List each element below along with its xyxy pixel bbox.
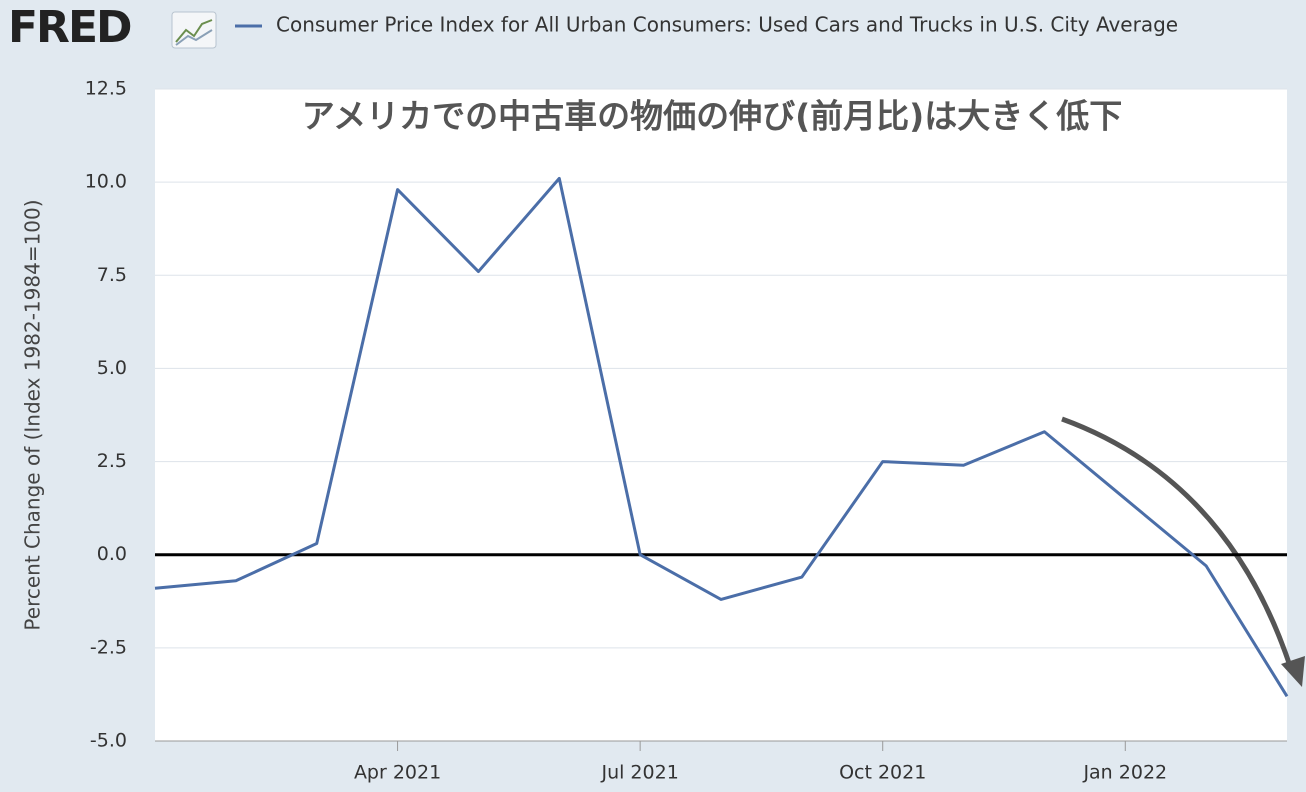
chart-title: アメリカでの中古車の物価の伸び(前月比)は大きく低下 (302, 97, 1123, 136)
legend-label: Consumer Price Index for All Urban Consu… (276, 13, 1178, 37)
arrow-head (1281, 656, 1305, 687)
y-tick-label: 10.0 (85, 171, 127, 193)
logo-icon (171, 11, 217, 49)
logo: FRED (8, 2, 131, 53)
y-tick-label: 2.5 (97, 450, 127, 472)
x-tick-label: Oct 2021 (839, 762, 926, 784)
x-tick-label: Jan 2022 (1082, 762, 1167, 784)
annotation-arrow (1061, 416, 1295, 673)
y-axis-label: Percent Change of (Index 1982-1984=100) (21, 199, 45, 630)
y-tick-label: 5.0 (97, 357, 127, 379)
x-tick-label: Jul 2021 (600, 762, 678, 784)
plot-area (155, 89, 1287, 741)
y-tick-label: 12.5 (85, 78, 127, 100)
y-tick-label: -2.5 (90, 636, 127, 658)
y-tick-label: 0.0 (97, 543, 127, 565)
y-tick-label: -5.0 (90, 730, 127, 752)
x-tick-label: Apr 2021 (354, 762, 441, 784)
data-line (154, 176, 1289, 698)
y-tick-label: 7.5 (97, 264, 127, 286)
